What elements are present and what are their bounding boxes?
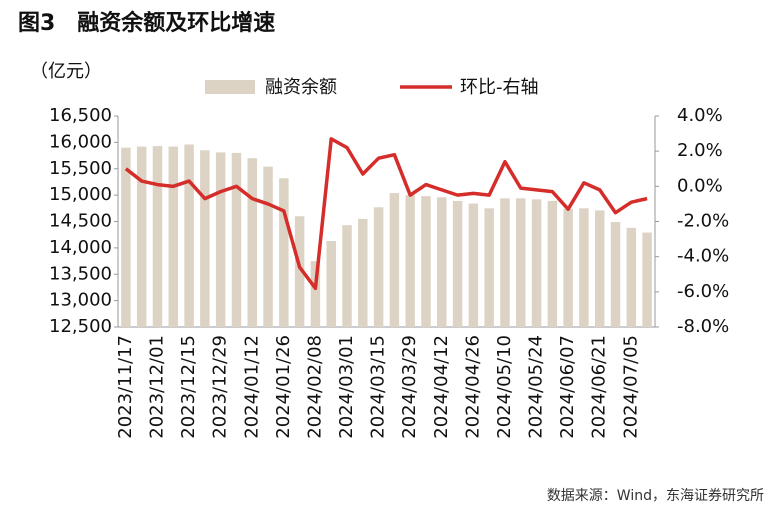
y-tick-label: 13,000 (49, 290, 112, 311)
bar (642, 232, 652, 327)
bar (531, 199, 542, 327)
bar (579, 208, 589, 327)
legend-label: 融资余额 (265, 77, 337, 98)
bar (294, 216, 305, 327)
y2-tick-label: 2.0% (677, 140, 723, 161)
bar (326, 241, 336, 327)
bar (279, 178, 289, 327)
x-tick-label: 2024/05/24 (526, 335, 547, 439)
bar (215, 152, 226, 327)
bar (121, 147, 131, 327)
x-tick-label: 2024/03/15 (368, 335, 389, 439)
x-tick-label: 2023/11/17 (115, 335, 136, 439)
y-tick-label: 13,500 (49, 263, 112, 284)
bar (626, 227, 637, 327)
bar (468, 203, 479, 327)
x-tick-label: 2024/01/12 (241, 335, 262, 439)
bar (231, 152, 242, 327)
y-tick-label: 15,500 (49, 158, 112, 179)
bar (452, 200, 463, 327)
bar (500, 198, 510, 327)
x-tick-label: 2024/03/29 (399, 335, 420, 439)
x-tick-label: 2024/06/07 (557, 335, 578, 439)
y-tick-label: 14,500 (49, 211, 112, 232)
x-tick-label: 2023/12/29 (210, 335, 231, 439)
y-axis-label: （亿元） (30, 61, 102, 82)
legend-label: 环比-右轴 (460, 77, 539, 98)
x-tick-label: 2024/07/05 (620, 335, 641, 439)
x-tick-label: 2024/04/26 (462, 335, 483, 439)
y2-tick-label: -6.0% (677, 281, 729, 302)
bar (263, 166, 273, 327)
bar (200, 150, 210, 327)
bar (437, 197, 447, 327)
y-tick-label: 14,000 (49, 237, 112, 258)
y2-tick-label: 4.0% (677, 105, 723, 126)
bar (594, 210, 605, 327)
bar (389, 193, 400, 327)
bar (373, 207, 384, 327)
x-tick-label: 2023/12/01 (146, 335, 167, 439)
y-tick-label: 16,500 (49, 105, 112, 126)
line (124, 137, 648, 291)
bar (342, 225, 352, 327)
bar (547, 200, 558, 327)
y2-tick-label: -4.0% (677, 246, 729, 267)
y2-tick-label: -2.0% (677, 211, 729, 232)
bar (247, 158, 257, 327)
bar (610, 222, 621, 327)
x-tick-label: 2023/12/15 (178, 335, 199, 439)
y-tick-label: 16,000 (49, 131, 112, 152)
bar (310, 261, 321, 327)
legend-swatch (205, 80, 255, 94)
bar (516, 198, 526, 327)
x-tick-label: 2024/02/08 (304, 335, 325, 439)
y-tick-label: 12,500 (49, 316, 112, 337)
bar (563, 208, 573, 327)
y2-tick-label: -8.0% (677, 316, 729, 337)
y2-tick-label: 0.0% (677, 175, 723, 196)
bar (421, 196, 431, 327)
x-tick-label: 2024/04/12 (431, 335, 452, 439)
x-tick-label: 2024/01/26 (273, 335, 294, 439)
bar (405, 195, 415, 327)
bar (168, 146, 179, 327)
bar (358, 218, 368, 327)
bar (152, 146, 163, 327)
x-tick-label: 2024/05/10 (494, 335, 515, 439)
y-tick-label: 15,000 (49, 184, 112, 205)
source: 数据来源：Wind，东海证券研究所 (547, 488, 764, 504)
bar (184, 144, 194, 327)
chart-title: 图3 融资余额及环比增速 (18, 10, 275, 36)
bar (136, 146, 147, 327)
x-tick-label: 2024/06/21 (589, 335, 610, 439)
bar (484, 208, 494, 327)
x-tick-label: 2024/03/01 (336, 335, 357, 439)
